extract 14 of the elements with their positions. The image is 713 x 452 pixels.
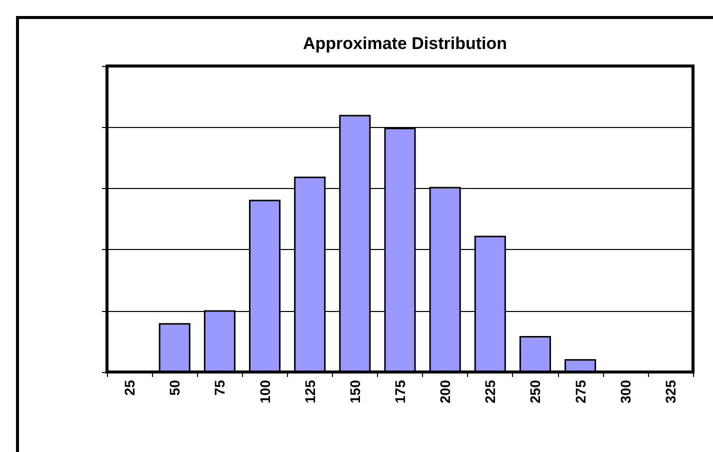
x-tick-label: 225 (482, 380, 498, 404)
x-tick-label: 100 (256, 380, 273, 404)
x-tick-label: 175 (392, 380, 408, 404)
x-tick-label: 125 (302, 380, 318, 404)
x-tick-label: 325 (662, 380, 678, 404)
x-tick-label: 75 (212, 380, 228, 396)
x-tick-label: 275 (572, 380, 588, 404)
x-tick-label: 150 (346, 380, 363, 404)
x-tick-label: 250 (527, 380, 544, 404)
x-tick-label: 50 (166, 380, 183, 396)
chart-title: Approximate Distribution (302, 34, 508, 53)
x-tick-label: 300 (617, 380, 634, 404)
x-tick-label: 25 (122, 380, 138, 396)
x-tick-label: 200 (437, 380, 454, 404)
